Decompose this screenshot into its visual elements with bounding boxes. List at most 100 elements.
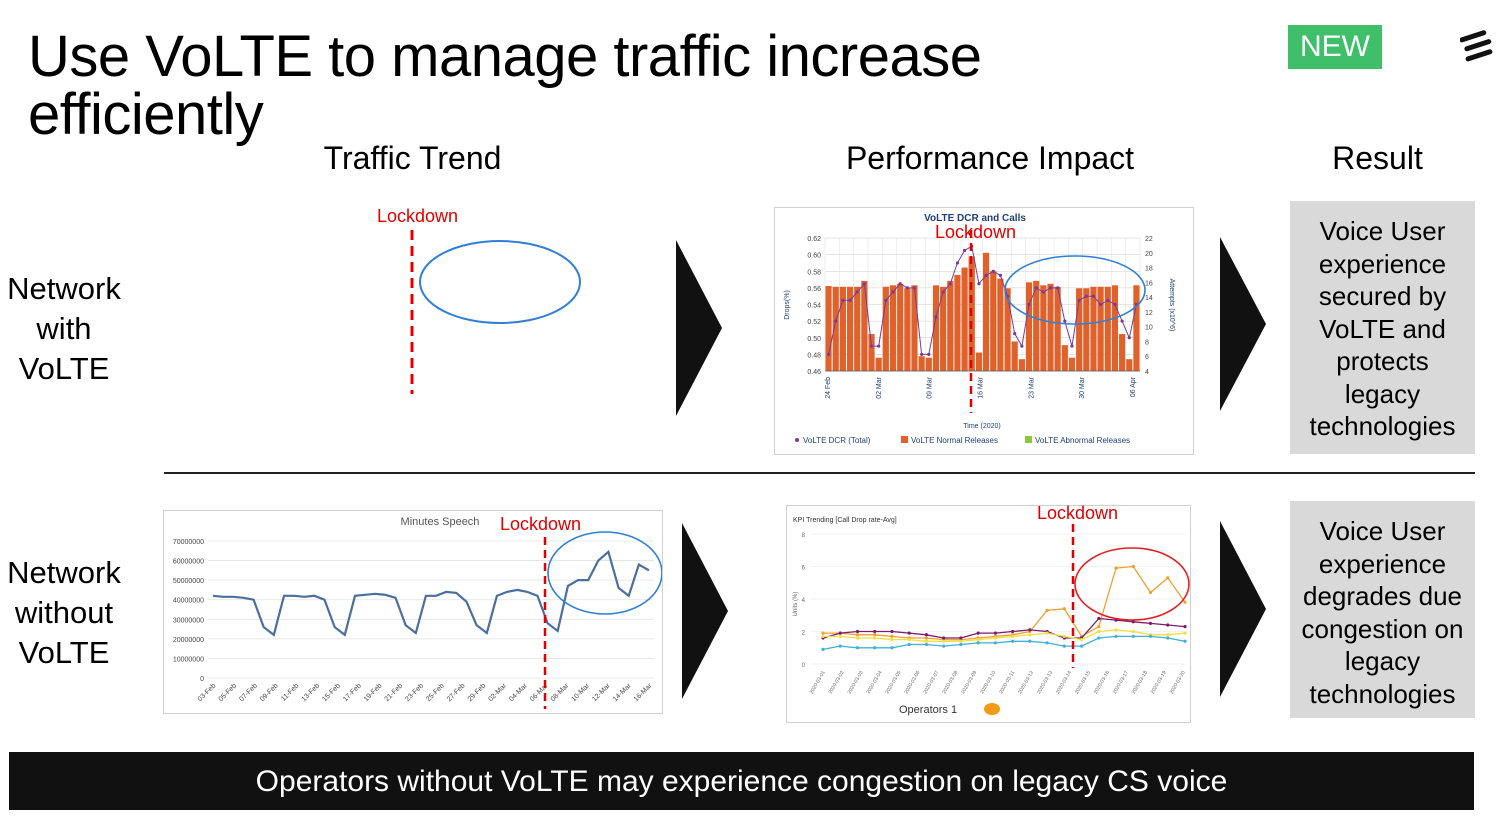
- arrow-right-icon: [1220, 521, 1266, 697]
- kpi-point: [873, 636, 877, 640]
- x-tick-label: 16 Mar: [978, 376, 985, 398]
- dcr-point: [1099, 302, 1103, 307]
- dcr-point: [1070, 344, 1074, 348]
- row-label-line: VoLTE: [18, 635, 110, 670]
- kpi-point: [1114, 634, 1118, 638]
- kpi-point: [890, 646, 894, 650]
- y-tick-label: 0.54: [807, 303, 821, 310]
- dcr-point: [948, 282, 952, 286]
- x-tick-label: 30 Mar: [1079, 376, 1086, 398]
- x-tick-label: 2020-03-06: [903, 670, 921, 695]
- dcr-point: [905, 286, 909, 290]
- bar: [1068, 357, 1076, 371]
- minutes-speech-chart: Minutes Speech 70000000 60000000 50000000 40…: [173, 516, 663, 709]
- x-tick-label: 05-Feb: [218, 682, 239, 703]
- dcr-point: [1091, 294, 1096, 298]
- x-tick-label: 03-Feb: [197, 682, 218, 703]
- x-tick-label: 09 Mar: [927, 376, 934, 398]
- kpi-point: [1183, 600, 1187, 604]
- bar: [997, 278, 1004, 371]
- kpi-point: [1183, 625, 1187, 629]
- result-line: congestion on: [1301, 613, 1464, 644]
- kpi-point: [1011, 629, 1015, 634]
- perf-lockdown-label: Lockdown: [935, 222, 1017, 242]
- x-tick-label: 2020-03-18: [1131, 670, 1149, 695]
- y-tick-label: 60000000: [173, 559, 204, 566]
- bar: [925, 357, 932, 371]
- y-tick-label: 0.60: [807, 253, 821, 260]
- x-tick-label: 2020-03-05: [885, 670, 903, 695]
- legend-label: VoLTE Abnormal Releases: [1035, 436, 1130, 445]
- kpi-point: [890, 634, 894, 638]
- x-tick-label: 02-Mar: [487, 682, 508, 703]
- dcr-point: [1127, 336, 1131, 340]
- x-tick-label: 06 Apr: [1130, 376, 1137, 397]
- bar: [1083, 288, 1090, 371]
- kpi-point: [942, 639, 946, 643]
- legend-marker: [1025, 436, 1032, 443]
- x-tick-label: 06-Mar: [529, 682, 550, 703]
- bar: [1004, 288, 1011, 371]
- kpi-point: [1045, 608, 1049, 612]
- dcr-point: [1027, 302, 1031, 307]
- kpi-point: [873, 646, 877, 650]
- y2-axis-label: Attempts (x10^6): [1168, 279, 1175, 332]
- kpi-point: [1131, 634, 1135, 638]
- y-axis-label: Drops(%): [784, 290, 791, 320]
- bar: [832, 286, 839, 371]
- x-tick-label: 2020-03-01: [809, 670, 827, 695]
- bar: [1090, 286, 1097, 371]
- bar: [868, 334, 875, 371]
- kpi-point: [993, 631, 997, 635]
- x-tick-label: 2020-03-10: [979, 670, 997, 695]
- y-tick-label: 4: [802, 598, 806, 604]
- result-box-without-volte: Voice User experience degrades due conge…: [1290, 501, 1475, 718]
- chart-title: VoLTE DCR and Calls: [924, 213, 1026, 224]
- result-line: degrades due: [1302, 581, 1463, 611]
- x-tick-label: 2020-03-12: [1017, 670, 1035, 695]
- bar: [882, 286, 889, 371]
- traffic-lockdown-label-2: Lockdown: [500, 514, 582, 534]
- x-tick-label: 2020-03-17: [1112, 670, 1130, 695]
- dcr-point: [1013, 331, 1017, 336]
- kpi-series-line: [823, 565, 1186, 641]
- y-tick-label: 70000000: [173, 539, 204, 546]
- y2-tick-label: 18: [1145, 266, 1153, 273]
- dcr-point: [891, 290, 895, 294]
- dcr-point: [927, 352, 931, 356]
- dcr-point: [898, 282, 902, 286]
- kpi-point: [959, 642, 963, 647]
- kpi-point: [873, 629, 877, 634]
- kpi-point: [1114, 566, 1118, 570]
- bar: [1111, 285, 1119, 371]
- y-tick-label: 0.62: [807, 236, 821, 243]
- x-tick-label: 2020-03-14: [1055, 670, 1073, 695]
- kpi-point: [1114, 628, 1118, 632]
- dcr-point: [1063, 319, 1067, 323]
- kpi-point: [1148, 621, 1153, 625]
- x-tick-label: 2020-03-02: [828, 670, 846, 695]
- x-tick-label: 07-Feb: [238, 682, 259, 703]
- bar: [911, 285, 918, 371]
- bar: [1097, 286, 1104, 371]
- kpi-point: [924, 633, 929, 637]
- kpi-point: [1062, 644, 1066, 648]
- kpi-point: [1028, 633, 1032, 637]
- kpi-point: [959, 636, 963, 640]
- column-header-performance-impact: Performance Impact: [845, 140, 1135, 176]
- bar: [1011, 341, 1018, 371]
- kpi-point: [1011, 639, 1015, 643]
- dcr-point: [877, 344, 881, 348]
- result-line: VoLTE and: [1319, 313, 1446, 344]
- bar: [1104, 286, 1111, 371]
- kpi-point: [1097, 636, 1101, 640]
- dcr-point: [977, 282, 981, 286]
- result-line: experience: [1318, 248, 1447, 279]
- kpi-series-line: [822, 617, 1186, 639]
- kpi-point: [1131, 629, 1135, 634]
- x-tick-label: 16-Mar: [633, 682, 654, 703]
- bar: [839, 286, 846, 371]
- dcr-point: [841, 298, 845, 302]
- highlight-ellipse: [1004, 255, 1146, 325]
- y-tick-label: 40000000: [173, 598, 204, 605]
